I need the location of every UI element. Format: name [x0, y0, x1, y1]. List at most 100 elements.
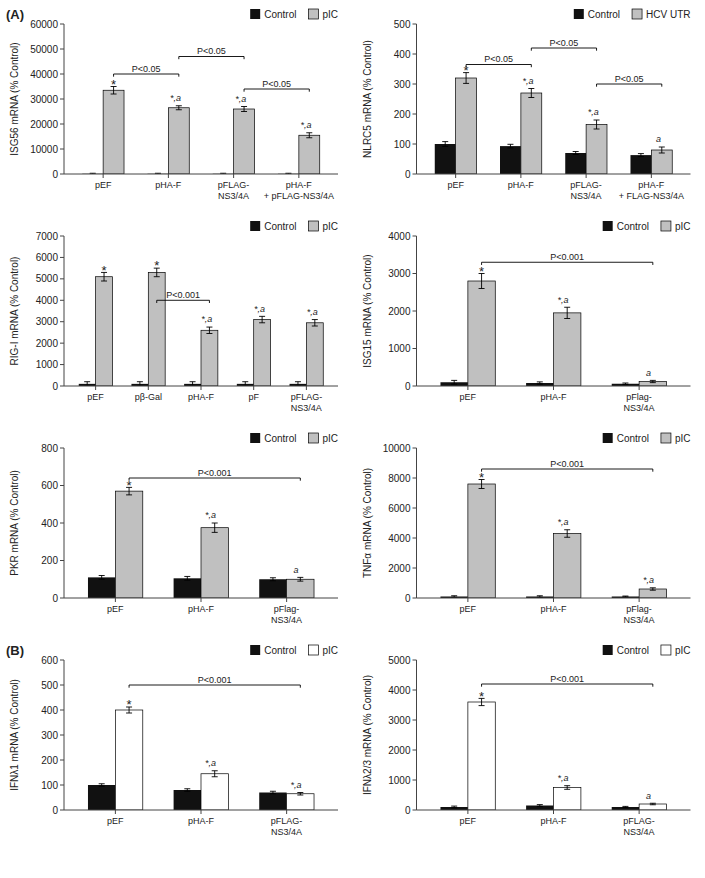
error-cap: [176, 105, 182, 106]
error-stem: [510, 144, 511, 148]
error-cap: [184, 788, 190, 789]
error-bar: [206, 327, 212, 333]
error-cap: [154, 276, 160, 277]
y-tick: [60, 364, 64, 365]
y-tick-label: 5000: [388, 655, 411, 666]
y-tick-label: 400: [394, 49, 411, 60]
x-axis-line: [64, 174, 338, 175]
error-stem: [309, 133, 310, 138]
y-tick-label: 3000: [36, 316, 59, 327]
error-cap: [451, 595, 457, 596]
legend-swatch: [308, 221, 318, 231]
legend-swatch: [603, 433, 613, 443]
legend-swatch: [308, 9, 318, 19]
error-cap: [206, 333, 212, 334]
y-tick: [60, 321, 64, 322]
plot-marks: [88, 685, 314, 810]
error-cap: [537, 804, 543, 805]
y-tick: [413, 478, 417, 479]
y-tick: [60, 236, 64, 237]
error-cap: [184, 791, 190, 792]
y-tick-label: 4000: [388, 685, 411, 696]
plot-texts: **,aaP<0.001: [127, 468, 299, 575]
bracket-label: P<0.05: [615, 74, 644, 84]
significance-bracket: [482, 684, 653, 687]
error-stem: [567, 307, 568, 318]
error-stem: [209, 327, 210, 333]
x-tick-label-line: pHA-F: [540, 816, 567, 826]
significance-mark: *,a: [205, 758, 216, 768]
y-tick: [413, 810, 417, 811]
legend-swatch: [250, 645, 260, 655]
y-tick-label: 200: [41, 555, 58, 566]
x-tick-label: pEF: [460, 392, 477, 402]
error-bar: [212, 771, 218, 777]
x-tick: [306, 386, 307, 390]
significance-mark: *,a: [254, 304, 265, 314]
x-tick-label-line: pFLAG-: [291, 392, 323, 402]
error-cap: [297, 577, 303, 578]
error-bar: [442, 142, 448, 147]
error-bar: [594, 120, 600, 129]
bar: [554, 534, 581, 599]
y-tick-label: 300: [394, 79, 411, 90]
panel: 01000200030004000500060007000RIG-I mRNA …: [9, 221, 338, 413]
x-tick: [233, 174, 234, 178]
x-tick-label: pEF: [460, 604, 477, 614]
error-bar: [537, 596, 543, 598]
y-tick-label: 4000: [36, 295, 59, 306]
error-bar: [242, 382, 248, 386]
x-tick-label-line: NS3/4A: [271, 615, 302, 625]
y-tick: [413, 448, 417, 449]
error-cap: [212, 532, 218, 533]
error-cap: [479, 705, 485, 706]
significance-mark: *,a: [301, 120, 312, 130]
x-tick-label-line: pHA-F: [188, 816, 215, 826]
bar: [88, 785, 115, 810]
x-tick-label: pβ-Gal: [135, 392, 162, 402]
error-cap: [126, 713, 132, 714]
legend-label: pIC: [322, 221, 338, 232]
significance-bracket: [531, 48, 596, 51]
y-tick: [413, 386, 417, 387]
x-tick-label: pHA-F+ pFLAG-NS3/4A: [264, 180, 334, 201]
x-tick: [286, 810, 287, 814]
y-tick: [413, 84, 417, 85]
y-tick-label: 300: [41, 730, 58, 741]
y-tick-label: 100: [394, 139, 411, 150]
error-bar: [564, 786, 570, 790]
error-bar: [622, 383, 628, 385]
error-bar: [451, 596, 457, 598]
error-bar: [190, 382, 196, 386]
y-tick: [413, 598, 417, 599]
y-tick: [60, 485, 64, 486]
x-tick: [103, 174, 104, 178]
y-tick: [413, 508, 417, 509]
x-tick-label-line: NS3/4A: [291, 403, 322, 413]
y-tick-label: 20000: [30, 119, 58, 130]
legend-swatch: [574, 9, 584, 19]
bar: [201, 330, 218, 386]
legend-swatch: [603, 221, 613, 231]
y-tick: [60, 124, 64, 125]
error-stem: [101, 576, 102, 580]
plot-marks: [88, 478, 314, 598]
y-tick: [60, 523, 64, 524]
legend-swatch: [603, 645, 613, 655]
error-cap: [479, 488, 485, 489]
significance-bracket: [244, 89, 309, 92]
error-cap: [259, 316, 265, 317]
x-tick: [201, 810, 202, 814]
x-tick-label-line: pEF: [460, 392, 477, 402]
y-tick: [60, 386, 64, 387]
error-bar: [212, 523, 218, 532]
bar: [88, 577, 115, 598]
y-tick-label: 40000: [30, 69, 58, 80]
y-tick: [413, 750, 417, 751]
panel: 0200400600800PKR mRNA (% Control)**,aaP<…: [9, 433, 338, 625]
error-bar: [184, 576, 190, 580]
legend: ControlpIC: [250, 9, 338, 20]
y-tick-label: 200: [394, 109, 411, 120]
bar: [103, 90, 124, 174]
significance-mark: *,a: [643, 575, 654, 585]
